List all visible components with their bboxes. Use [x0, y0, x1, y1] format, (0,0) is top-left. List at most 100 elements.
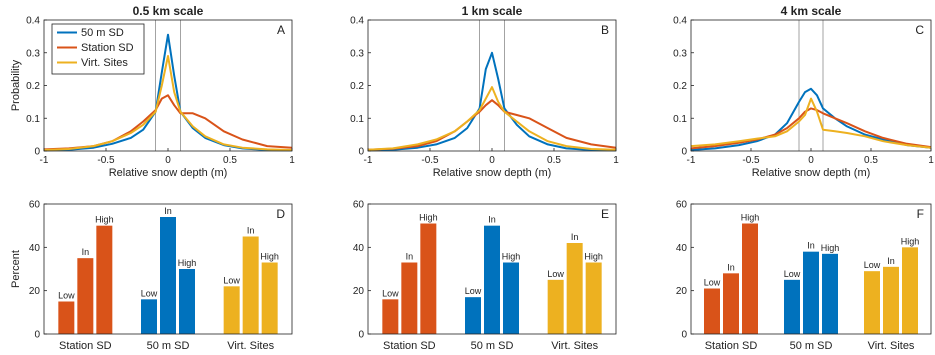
- x-tick-label: 0: [808, 155, 814, 166]
- panel-letter: E: [601, 207, 609, 221]
- y-tick-label: 0.3: [673, 48, 687, 59]
- bar-category-label: In: [406, 252, 414, 262]
- series-line-station-sd: [43, 94, 293, 151]
- line-panel-c: -1 -0.5 0 0.5 1 0 0.1 0.2 0.3 0.4 4 km scale C Relat…: [673, 4, 934, 179]
- axes-box: [43, 203, 293, 335]
- y-tick-label: 0.2: [673, 81, 687, 92]
- y-tick-label: 40: [29, 243, 41, 254]
- y-tick-label: 60: [676, 200, 688, 211]
- series-line-50-m-sd: [690, 87, 932, 151]
- legend-label: 50 m SD: [81, 27, 124, 39]
- bar-category-label: High: [741, 213, 760, 223]
- bar-category-label: Low: [382, 288, 399, 298]
- bar-category-label: In: [887, 256, 895, 266]
- y-tick-label: 0.4: [26, 16, 40, 27]
- y-tick-label: 0.2: [350, 81, 364, 92]
- series-line-virt-sites: [43, 55, 293, 151]
- bar-virt-sites-high: [902, 247, 918, 334]
- bar-panel-d: Low In High Station SD Low In High 50 m SD Low In…: [10, 200, 293, 352]
- y-axis-label: Probability: [10, 59, 22, 111]
- x-tick-label: -1: [40, 155, 49, 166]
- x-tick-label: 0.5: [864, 155, 878, 166]
- bar-station-sd-high: [96, 225, 113, 334]
- panel-letter: B: [601, 23, 609, 37]
- bar-50-m-sd-in: [803, 251, 819, 334]
- x-tick-label: 1: [613, 155, 619, 166]
- bar-50-m-sd-low: [784, 279, 800, 334]
- group-tick-label: Virt. Sites: [868, 340, 915, 352]
- series-line-virt-sites: [367, 86, 617, 151]
- legend: 50 m SD Station SD Virt. Sites: [51, 23, 145, 75]
- bar-virt-sites-in: [242, 236, 259, 334]
- axes-box: [690, 203, 932, 335]
- group-tick-label: Station SD: [705, 340, 758, 352]
- y-tick-label: 20: [29, 286, 41, 297]
- y-axis-label: Percent: [10, 250, 22, 288]
- bar-category-label: In: [488, 215, 496, 225]
- series-line-virt-sites: [690, 97, 932, 149]
- x-tick-label: 1: [928, 155, 934, 166]
- panel-letter: C: [915, 23, 924, 37]
- bar-category-label: Low: [864, 260, 881, 270]
- bar-category-label: High: [260, 252, 279, 262]
- panel-letter: A: [277, 23, 285, 37]
- bar-station-sd-low: [58, 301, 75, 334]
- y-tick-label: 40: [676, 243, 688, 254]
- legend-label: Station SD: [81, 42, 134, 54]
- bar-category-label: High: [584, 252, 603, 262]
- bar-panel-e: Low In High Station SD Low In High 50 m SD Low In…: [353, 200, 617, 352]
- bar-category-label: High: [178, 258, 197, 268]
- bar-category-label: High: [419, 213, 438, 223]
- y-tick-label: 20: [353, 286, 365, 297]
- axes-box: [690, 19, 932, 152]
- panel-letter: D: [276, 207, 285, 221]
- bar-category-label: In: [571, 232, 579, 242]
- y-tick-label: 40: [353, 243, 365, 254]
- bar-category-label: Low: [704, 278, 721, 288]
- bar-category-label: Low: [58, 291, 75, 301]
- x-tick-label: -0.5: [97, 155, 115, 166]
- panel-letter: F: [917, 207, 924, 221]
- x-axis-label: Relative snow depth (m): [433, 167, 552, 179]
- x-tick-label: 0: [489, 155, 495, 166]
- bar-station-sd-high: [420, 223, 437, 334]
- bar-category-label: In: [82, 247, 90, 257]
- y-tick-label: 0.3: [350, 48, 364, 59]
- bar-station-sd-in: [77, 258, 94, 334]
- bar-station-sd-in: [723, 273, 739, 334]
- bar-50-m-sd-high: [179, 269, 195, 334]
- bar-virt-sites-low: [547, 279, 564, 334]
- x-tick-label: -1: [687, 155, 696, 166]
- y-tick-label: 0.4: [350, 16, 364, 27]
- group-tick-label: 50 m SD: [471, 340, 514, 352]
- bar-category-label: In: [164, 206, 172, 216]
- y-tick-label: 0.2: [26, 81, 40, 92]
- bar-50-m-sd-in: [160, 217, 176, 334]
- bar-category-label: Low: [223, 275, 240, 285]
- bar-category-label: In: [727, 262, 735, 272]
- axes-box: [367, 19, 617, 152]
- y-tick-label: 0.1: [26, 114, 40, 125]
- bar-virt-sites-in: [566, 243, 583, 334]
- bar-category-label: High: [821, 243, 840, 253]
- bar-category-label: Low: [784, 269, 801, 279]
- group-tick-label: 50 m SD: [147, 340, 190, 352]
- bar-virt-sites-high: [261, 262, 278, 334]
- axes-box: [367, 203, 617, 335]
- bar-virt-sites-in: [883, 266, 899, 334]
- group-tick-label: Station SD: [383, 340, 436, 352]
- bar-category-label: In: [247, 226, 255, 236]
- y-tick-label: 0.1: [673, 114, 687, 125]
- x-tick-label: 1: [289, 155, 295, 166]
- bar-50-m-sd-low: [141, 299, 157, 334]
- panel-title: 4 km scale: [781, 4, 842, 18]
- bar-50-m-sd-high: [822, 253, 838, 334]
- bar-50-m-sd-high: [503, 262, 519, 334]
- bar-virt-sites-low: [223, 286, 240, 334]
- x-axis-label: Relative snow depth (m): [109, 167, 228, 179]
- bar-category-label: High: [502, 252, 521, 262]
- y-tick-label: 0: [34, 330, 40, 341]
- bar-category-label: Low: [465, 286, 482, 296]
- bar-station-sd-low: [382, 299, 399, 334]
- x-tick-label: -0.5: [742, 155, 760, 166]
